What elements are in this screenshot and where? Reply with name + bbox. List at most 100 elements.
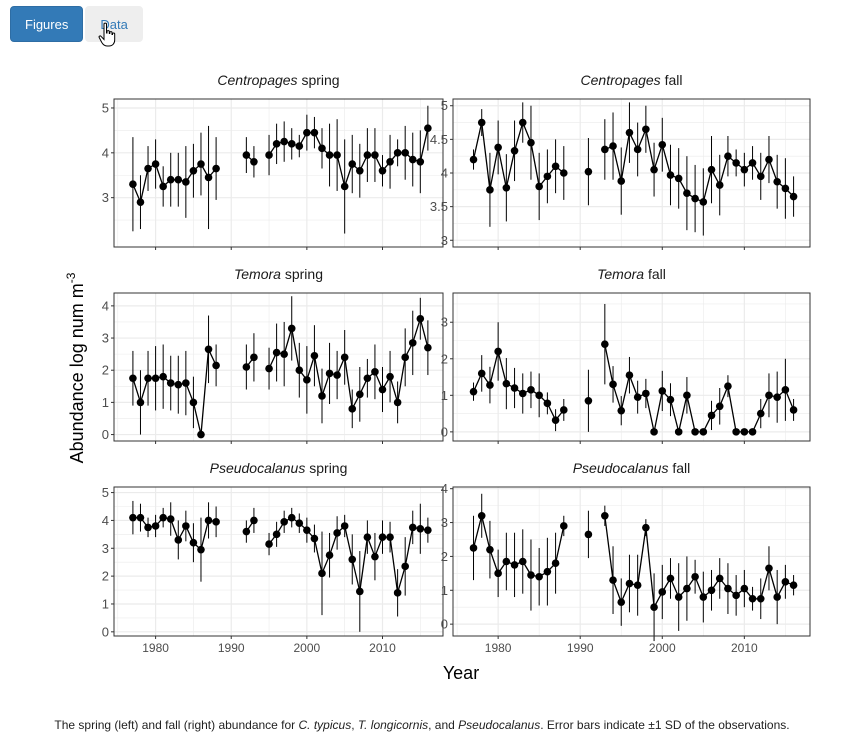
x-tick-label: 1980 bbox=[485, 641, 512, 655]
data-point bbox=[650, 428, 658, 436]
data-point bbox=[250, 516, 258, 525]
data-point bbox=[416, 157, 425, 166]
data-point bbox=[325, 551, 334, 560]
y-tick-label: 4 bbox=[102, 145, 109, 160]
data-point bbox=[204, 173, 213, 182]
panel-group: 3 4 5 Centropages spring 3 3.5 4 4.5 5 Centropage… bbox=[102, 72, 811, 655]
data-point bbox=[129, 374, 137, 383]
data-point bbox=[559, 522, 568, 530]
data-point bbox=[333, 529, 341, 537]
panel-title-taxon: Centropages bbox=[581, 72, 661, 88]
data-point bbox=[543, 172, 552, 181]
abundance-figure: 3 4 5 Centropages spring 3 3.5 4 4.5 5 Centropage… bbox=[64, 72, 811, 683]
data-point bbox=[424, 526, 432, 534]
panel-title-taxon: Pseudocalanus bbox=[573, 460, 669, 476]
data-point bbox=[424, 343, 432, 352]
data-point bbox=[756, 594, 765, 603]
data-point bbox=[625, 128, 634, 137]
panel-title: Centropages fall bbox=[581, 72, 683, 88]
data-point bbox=[469, 155, 478, 164]
y-tick-label: 5 bbox=[441, 98, 448, 113]
data-point bbox=[609, 142, 617, 150]
data-point bbox=[748, 159, 757, 167]
data-point bbox=[174, 536, 183, 544]
data-point bbox=[401, 353, 409, 362]
data-point bbox=[265, 540, 273, 548]
data-point bbox=[658, 387, 667, 395]
data-point bbox=[666, 574, 675, 583]
data-point bbox=[356, 390, 364, 399]
y-tick-label: 2 bbox=[102, 363, 109, 378]
data-point bbox=[371, 151, 379, 159]
data-point bbox=[371, 368, 379, 376]
data-point bbox=[518, 557, 527, 566]
data-point bbox=[378, 533, 387, 541]
data-point bbox=[642, 523, 650, 532]
data-point bbox=[340, 182, 349, 191]
data-point bbox=[469, 387, 478, 396]
data-point bbox=[502, 184, 511, 192]
data-point bbox=[318, 144, 326, 153]
panel-border bbox=[452, 98, 811, 248]
data-point bbox=[765, 155, 773, 164]
data-point bbox=[272, 530, 281, 539]
data-point bbox=[527, 138, 535, 147]
data-point bbox=[707, 411, 716, 420]
data-point bbox=[151, 160, 160, 168]
data-point bbox=[732, 591, 740, 600]
data-point bbox=[527, 386, 535, 394]
y-tick-label: 3 bbox=[441, 515, 448, 530]
panel-title-season: spring bbox=[305, 460, 347, 476]
y-tick-label: 2 bbox=[441, 549, 448, 564]
y-tick-label: 1 bbox=[441, 583, 448, 598]
panel-title: Temora spring bbox=[234, 266, 323, 282]
x-tick-label: 1990 bbox=[218, 641, 245, 655]
panel-border bbox=[113, 292, 444, 442]
series-line bbox=[268, 316, 429, 411]
data-point bbox=[386, 533, 394, 541]
data-point bbox=[765, 391, 773, 400]
data-point bbox=[363, 533, 372, 541]
data-point bbox=[166, 379, 175, 387]
data-point bbox=[477, 118, 486, 127]
panel-centropages-spring: 3 4 5 Centropages spring bbox=[102, 72, 444, 250]
data-point bbox=[510, 384, 519, 392]
panel-title-taxon: Temora bbox=[234, 266, 281, 282]
data-point bbox=[212, 518, 220, 526]
data-point bbox=[617, 406, 626, 415]
data-point bbox=[159, 182, 167, 191]
data-point bbox=[601, 340, 609, 348]
data-point bbox=[197, 545, 205, 554]
data-point bbox=[543, 567, 552, 576]
data-point bbox=[310, 351, 319, 360]
caption-species-3: Pseudocalanus bbox=[458, 718, 541, 732]
data-point bbox=[535, 572, 543, 581]
data-point bbox=[242, 363, 251, 371]
y-tick-label: 0 bbox=[441, 617, 448, 632]
data-point bbox=[280, 137, 288, 146]
x-tick-label: 1980 bbox=[142, 641, 169, 655]
data-point bbox=[303, 526, 311, 534]
y-tick-label: 5 bbox=[102, 100, 109, 115]
data-point bbox=[584, 397, 593, 405]
data-point bbox=[348, 405, 357, 413]
panel-title: Centropages spring bbox=[217, 72, 339, 88]
data-point bbox=[182, 522, 190, 530]
data-point bbox=[486, 545, 494, 554]
data-point bbox=[144, 523, 152, 532]
data-point bbox=[159, 513, 167, 522]
data-point bbox=[740, 584, 749, 593]
y-axis-label-text: Abundance log num m bbox=[67, 283, 87, 463]
y-tick-label: 2 bbox=[441, 351, 448, 366]
data-point bbox=[325, 151, 334, 159]
data-point bbox=[494, 143, 502, 152]
data-point bbox=[303, 376, 311, 384]
y-tick-label: 3 bbox=[441, 233, 448, 248]
data-point bbox=[666, 171, 675, 179]
data-point bbox=[386, 157, 394, 166]
tab-figures[interactable]: Figures bbox=[10, 6, 84, 42]
data-point bbox=[378, 385, 387, 394]
data-point bbox=[551, 162, 560, 171]
data-point bbox=[242, 151, 251, 159]
data-point bbox=[318, 392, 326, 400]
